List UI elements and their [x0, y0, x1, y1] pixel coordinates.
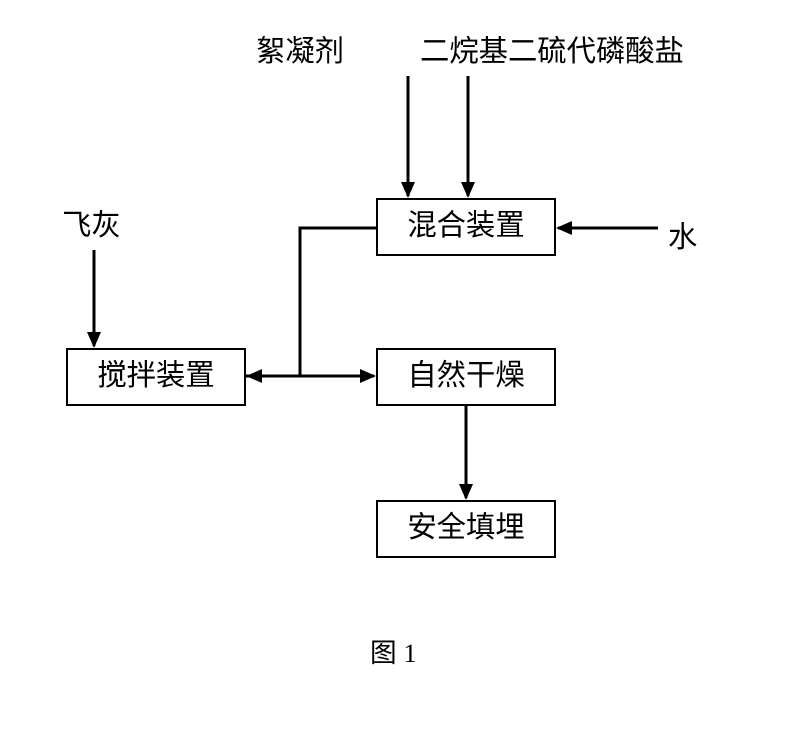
box-dry: 自然干燥 — [376, 348, 556, 406]
arrow-mixer-to-stirrer — [248, 228, 376, 376]
box-mixer-label: 混合装置 — [407, 212, 524, 241]
label-flocculant: 絮凝剂 — [256, 38, 344, 67]
box-dry-label: 自然干燥 — [407, 362, 524, 391]
figure-label: 图 1 — [370, 640, 417, 667]
box-stirrer-label: 搅拌装置 — [97, 362, 214, 391]
box-landfill-label: 安全填埋 — [407, 514, 524, 543]
box-mixer: 混合装置 — [376, 198, 556, 256]
box-landfill: 安全填埋 — [376, 500, 556, 558]
label-water: 水 — [668, 224, 697, 253]
label-flyash: 飞灰 — [62, 212, 121, 241]
diagram-canvas: 絮凝剂 二烷基二硫代磷酸盐 飞灰 水 混合装置 搅拌装置 自然干燥 安全填埋 图… — [0, 0, 800, 741]
box-stirrer: 搅拌装置 — [66, 348, 246, 406]
label-phosphate: 二烷基二硫代磷酸盐 — [420, 38, 684, 67]
